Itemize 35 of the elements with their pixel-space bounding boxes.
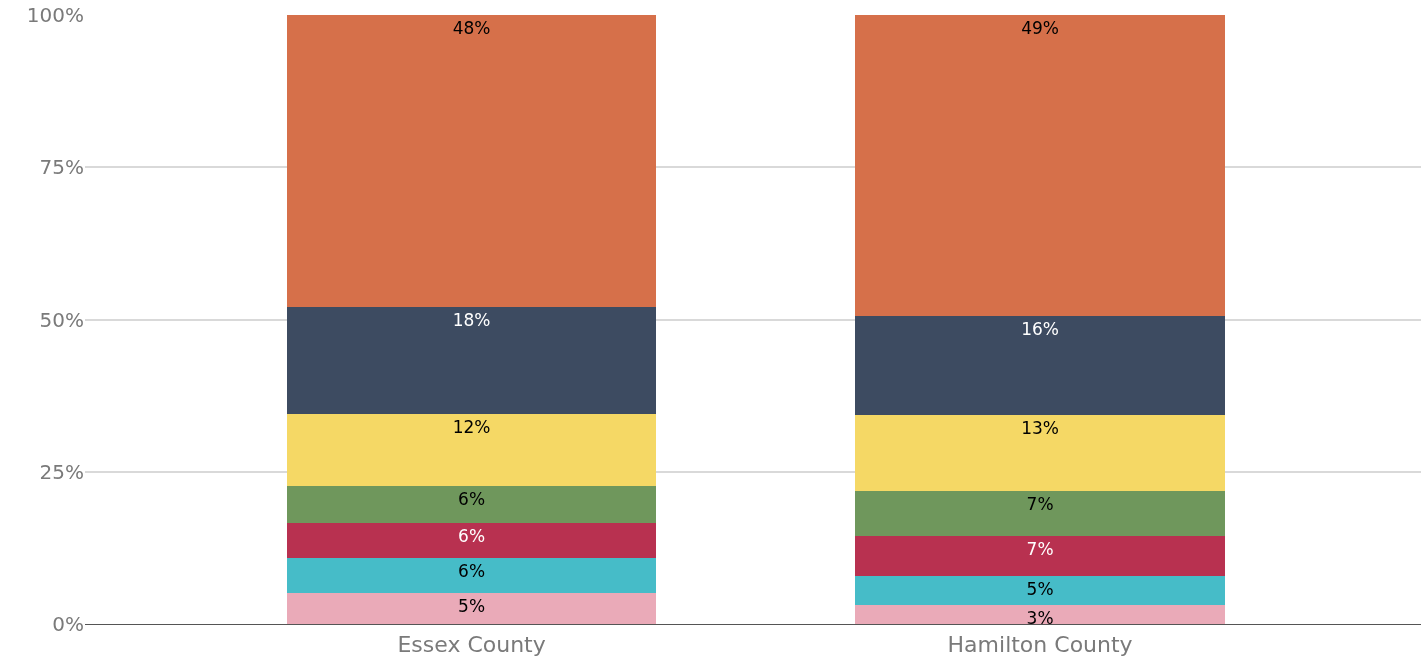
- y-tick-label: 100%: [26, 3, 84, 27]
- data-label: 18%: [452, 309, 491, 330]
- x-tick-label: Essex County: [397, 631, 546, 657]
- data-label: 6%: [458, 560, 486, 581]
- data-label: 49%: [1021, 18, 1059, 38]
- data-label: 13%: [1021, 417, 1059, 438]
- data-label: 5%: [458, 595, 486, 616]
- data-label: 7%: [1026, 538, 1054, 559]
- bar: [286, 413, 657, 487]
- bar: [855, 490, 1225, 536]
- bar: [286, 592, 657, 624]
- y-tick-label: 25%: [39, 459, 84, 484]
- x-tick-label: Hamilton County: [947, 631, 1133, 657]
- data-label: 12%: [452, 416, 491, 437]
- data-label: 5%: [1026, 578, 1054, 599]
- y-tick-label: 0%: [52, 612, 84, 636]
- bar: [286, 557, 657, 593]
- bar: [855, 535, 1225, 576]
- y-tick-label: 75%: [39, 155, 84, 180]
- bar: [286, 15, 657, 307]
- data-label: 6%: [458, 525, 486, 546]
- data-label: 16%: [1021, 318, 1059, 339]
- bar: [286, 522, 657, 558]
- bar: [855, 414, 1225, 491]
- bar: [855, 575, 1225, 606]
- bar: [855, 315, 1225, 415]
- bar: [855, 605, 1225, 624]
- data-label: 6%: [458, 489, 486, 510]
- bar: [286, 486, 657, 523]
- data-label: 3%: [1026, 608, 1054, 629]
- bar: [855, 15, 1225, 316]
- data-label: 48%: [452, 18, 491, 38]
- bar: [286, 306, 657, 414]
- y-tick-label: 50%: [39, 307, 84, 332]
- data-label: 7%: [1026, 493, 1054, 514]
